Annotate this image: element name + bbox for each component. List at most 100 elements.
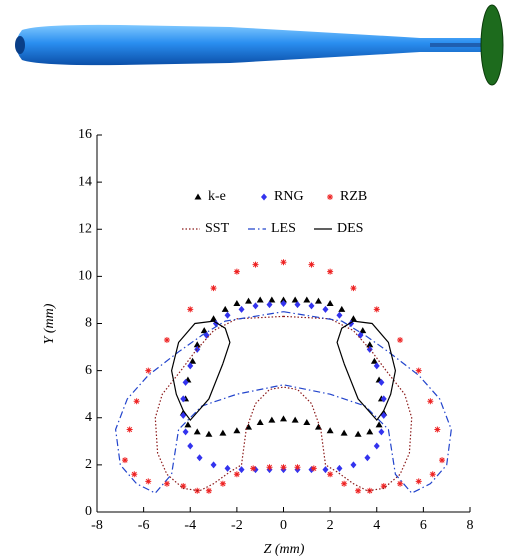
legend-label: SST — [205, 221, 230, 236]
y-tick-label: 8 — [85, 316, 92, 331]
torpedo-body — [16, 25, 485, 65]
triangle-marker — [327, 300, 334, 306]
torpedo-nose — [15, 36, 25, 54]
triangle-marker — [303, 419, 310, 425]
asterisk-marker — [234, 471, 240, 477]
asterisk-marker — [374, 306, 380, 312]
diamond-marker — [183, 428, 189, 435]
x-tick-label: -2 — [231, 518, 243, 533]
asterisk-marker — [164, 337, 170, 343]
asterisk-marker — [187, 306, 193, 312]
triangle-marker — [233, 427, 240, 433]
triangle-marker — [268, 417, 275, 423]
diamond-marker — [374, 443, 380, 450]
y-tick-label: 12 — [78, 221, 92, 236]
triangle-marker — [315, 298, 322, 304]
legend-label: RNG — [274, 189, 304, 204]
diamond-marker — [350, 461, 356, 468]
asterisk-marker — [430, 471, 436, 477]
triangle-marker — [292, 417, 299, 423]
triangle-marker — [303, 296, 310, 302]
asterisk-marker — [122, 457, 128, 463]
torpedo-image — [15, 5, 503, 85]
diamond-marker — [225, 465, 231, 472]
legend-marker — [195, 194, 202, 200]
legend-label: DES — [337, 221, 363, 236]
y-axis-label: Y (mm) — [42, 303, 57, 344]
x-tick-label: 0 — [280, 518, 287, 533]
asterisk-marker — [327, 269, 333, 275]
asterisk-marker — [164, 481, 170, 487]
diamond-marker — [211, 461, 217, 468]
asterisk-marker — [281, 464, 287, 470]
asterisk-marker — [397, 337, 403, 343]
triangle-marker — [257, 419, 264, 425]
asterisk-marker — [294, 464, 300, 470]
x-tick-label: -8 — [91, 518, 103, 533]
asterisk-marker — [127, 427, 133, 433]
y-tick-label: 4 — [85, 410, 92, 425]
x-tick-label: 8 — [467, 518, 474, 533]
legend-marker — [327, 194, 333, 200]
y-tick-label: 2 — [85, 457, 92, 472]
asterisk-marker — [253, 262, 259, 268]
diamond-marker — [322, 306, 328, 313]
diamond-marker — [378, 428, 384, 435]
asterisk-marker — [234, 269, 240, 275]
x-tick-label: -4 — [184, 518, 196, 533]
asterisk-marker — [416, 368, 422, 374]
diamond-marker — [187, 443, 193, 450]
triangle-marker — [355, 431, 362, 437]
y-tick-label: 6 — [85, 363, 92, 378]
y-tick-label: 0 — [85, 504, 92, 519]
triangle-marker — [338, 306, 345, 312]
x-tick-label: -6 — [138, 518, 150, 533]
asterisk-marker — [350, 285, 356, 291]
y-tick-label: 14 — [78, 174, 92, 189]
diamond-marker — [239, 306, 245, 313]
asterisk-marker — [397, 481, 403, 487]
asterisk-marker — [145, 368, 151, 374]
asterisk-marker — [220, 481, 226, 487]
triangle-marker — [280, 415, 287, 421]
legend-label: RZB — [340, 189, 367, 204]
x-tick-label: 6 — [420, 518, 427, 533]
asterisk-marker — [416, 478, 422, 484]
diamond-marker — [225, 312, 231, 319]
triangle-marker — [205, 431, 212, 437]
diamond-marker — [322, 466, 328, 473]
propeller-disk — [481, 5, 503, 85]
triangle-marker — [245, 298, 252, 304]
asterisk-marker — [134, 398, 140, 404]
asterisk-marker — [267, 464, 273, 470]
triangle-marker — [327, 427, 334, 433]
asterisk-marker — [206, 488, 212, 494]
asterisk-marker — [355, 488, 361, 494]
diamond-marker — [253, 302, 259, 309]
legend-label: k-e — [208, 189, 226, 204]
legend-marker — [261, 194, 267, 201]
triangle-marker — [184, 421, 191, 427]
asterisk-marker — [311, 465, 317, 471]
y-tick-label: 16 — [78, 127, 92, 142]
diamond-marker — [197, 454, 203, 461]
asterisk-marker — [131, 471, 137, 477]
x-tick-label: 4 — [373, 518, 380, 533]
diamond-marker — [308, 302, 314, 309]
asterisk-marker — [434, 427, 440, 433]
diamond-marker — [239, 466, 245, 473]
asterisk-marker — [250, 465, 256, 471]
figure: Y (mm) Z (mm) -8-6-4-2024680246810121416… — [0, 0, 512, 560]
y-tick-label: 10 — [78, 269, 92, 284]
asterisk-marker — [427, 398, 433, 404]
asterisk-marker — [211, 285, 217, 291]
asterisk-marker — [145, 478, 151, 484]
diamond-marker — [336, 312, 342, 319]
triangle-marker — [257, 296, 264, 302]
x-axis-label: Z (mm) — [264, 542, 305, 557]
asterisk-marker — [308, 262, 314, 268]
diamond-marker — [336, 465, 342, 472]
triangle-marker — [341, 430, 348, 436]
asterisk-marker — [341, 481, 347, 487]
legend-label: LES — [271, 221, 296, 236]
